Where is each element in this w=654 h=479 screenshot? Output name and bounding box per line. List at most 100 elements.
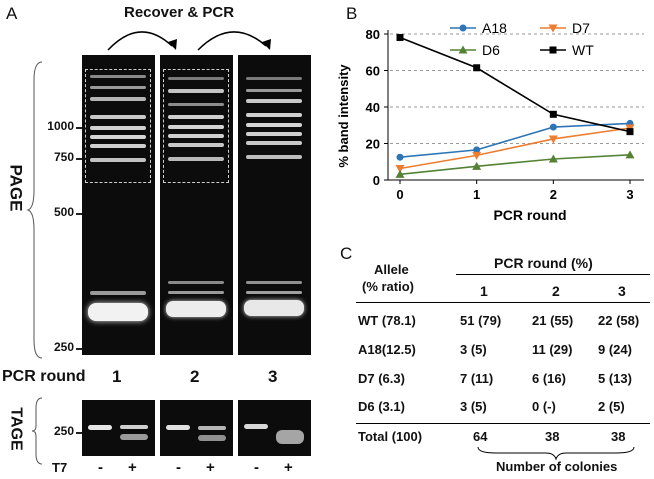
data-point-WT [396, 33, 404, 41]
y-tick-label: 40 [366, 100, 380, 115]
page-gel-lane-2 [160, 55, 233, 355]
series-line-D6 [399, 154, 631, 176]
data-point-A18 [473, 146, 481, 154]
pcr-round-header: PCR round (%) [494, 255, 593, 271]
panel-b-letter: B [346, 4, 358, 23]
data-point-D7 [395, 165, 405, 174]
table-cell-r2: 11 (29) [532, 342, 573, 357]
chart-xlabel: PCR round [493, 207, 566, 223]
y-tick-label: 20 [366, 137, 380, 152]
marker-750: 750 [53, 150, 74, 164]
tage-gel-3 [238, 400, 311, 456]
legend-marker-D6 [458, 45, 468, 54]
table-cell-r1: 7 (11) [460, 371, 494, 386]
arrow-2 [197, 31, 267, 51]
legend-label-D7: D7 [572, 20, 590, 36]
t7-plus-2: + [206, 459, 215, 476]
marker-1000: 1000 [47, 119, 74, 133]
tage-label: TAGE [7, 407, 25, 451]
legend-marker-A18 [459, 24, 467, 32]
tage-brace [31, 397, 43, 465]
series-line-WT [399, 36, 631, 133]
t7-minus-2: - [176, 459, 181, 476]
lane-label-3: 3 [268, 367, 278, 386]
t7-minus-1: - [98, 459, 103, 476]
data-point-D7 [548, 135, 558, 144]
chart-ylabel: % band intensity [336, 64, 351, 168]
table-cell-r2: 6 (16) [532, 371, 566, 386]
x-tick-label: 3 [626, 187, 633, 202]
data-point-D6 [472, 161, 482, 170]
table-cell-r3: 2 (5) [598, 399, 625, 414]
marker-tick-750 [76, 158, 82, 160]
data-point-D6 [625, 150, 635, 159]
legend-marker-D7 [548, 24, 558, 33]
tage-gel-2 [160, 400, 233, 456]
series-line-D7 [399, 127, 631, 170]
allele-header: Allele [374, 262, 409, 277]
t7-label: T7 [52, 460, 68, 475]
t7-plus-1: + [128, 459, 137, 476]
table-top-rule [356, 302, 650, 303]
marker-tick-250 [76, 348, 82, 350]
legend-label-WT: WT [572, 42, 594, 58]
data-point-D7 [472, 151, 482, 160]
band-intensity-chart: 0 20 40 60 80 0 1 2 3 A18 D7 D6 WT % band intensity… [336, 20, 644, 223]
tage-gel-1 [82, 400, 155, 456]
y-tick-label: 60 [366, 64, 380, 79]
table-row-allele: D7 (6.3) [358, 371, 405, 386]
panel-a-letter: A [6, 4, 18, 23]
table-row-allele: A18(12.5) [358, 342, 416, 357]
tage-marker-tick [76, 432, 82, 434]
data-point-WT [626, 128, 634, 136]
table-cell-r1: 51 (79) [460, 313, 502, 328]
round-header-3: 3 [618, 283, 626, 299]
excision-box-1 [85, 69, 151, 183]
round-header-1: 1 [480, 283, 488, 299]
table-row-allele: D6 (3.1) [358, 399, 405, 414]
table-row-allele: WT (78.1) [358, 313, 416, 328]
data-point-WT [549, 110, 557, 118]
data-point-A18 [549, 123, 557, 131]
data-point-D6 [548, 154, 558, 163]
data-point-WT [473, 64, 481, 72]
t7-minus-3: - [254, 459, 259, 476]
page-label: PAGE [6, 164, 26, 212]
t7-plus-3: + [284, 459, 293, 476]
series-line-A18 [399, 122, 631, 158]
page-gel-lane-1 [82, 55, 155, 355]
table-cell-r3: 9 (24) [598, 342, 632, 357]
table-cell-r2: 0 (-) [532, 399, 556, 414]
lane-label-1: 1 [112, 367, 122, 386]
total-r2: 38 [545, 429, 560, 444]
page-gel-lane-3 [238, 55, 311, 355]
arrow-1-head [168, 39, 177, 50]
round-header-2: 2 [552, 283, 560, 299]
marker-tick-1000 [76, 127, 82, 129]
legend-marker-WT [549, 46, 557, 54]
pcr-round-label: PCR round [2, 368, 86, 385]
table-cell-r2: 21 (55) [532, 313, 574, 328]
excision-box-2 [163, 69, 229, 183]
table-cell-r1: 3 (5) [460, 342, 487, 357]
table-bottom-rule [356, 423, 650, 424]
arrow-2-head [262, 39, 271, 50]
legend-label-D6: D6 [482, 42, 500, 58]
y-tick-label: 80 [366, 27, 380, 42]
header-rule [456, 274, 650, 275]
colonies-brace [477, 446, 635, 461]
table-cell-r3: 5 (13) [598, 371, 632, 386]
ratio-header: (% ratio) [362, 279, 414, 294]
legend-label-A18: A18 [482, 20, 507, 36]
total-r1: 64 [473, 429, 488, 444]
x-tick-label: 0 [396, 187, 403, 202]
page-brace [26, 61, 43, 359]
total-allele: Total (100) [358, 429, 423, 444]
x-tick-label: 2 [550, 187, 557, 202]
recover-pcr-label: Recover & PCR [124, 4, 235, 21]
marker-250: 250 [53, 340, 74, 354]
table-cell-r3: 22 (58) [598, 313, 640, 328]
marker-500: 500 [53, 205, 74, 219]
lane-label-2: 2 [190, 367, 200, 386]
arrow-1 [107, 31, 173, 51]
